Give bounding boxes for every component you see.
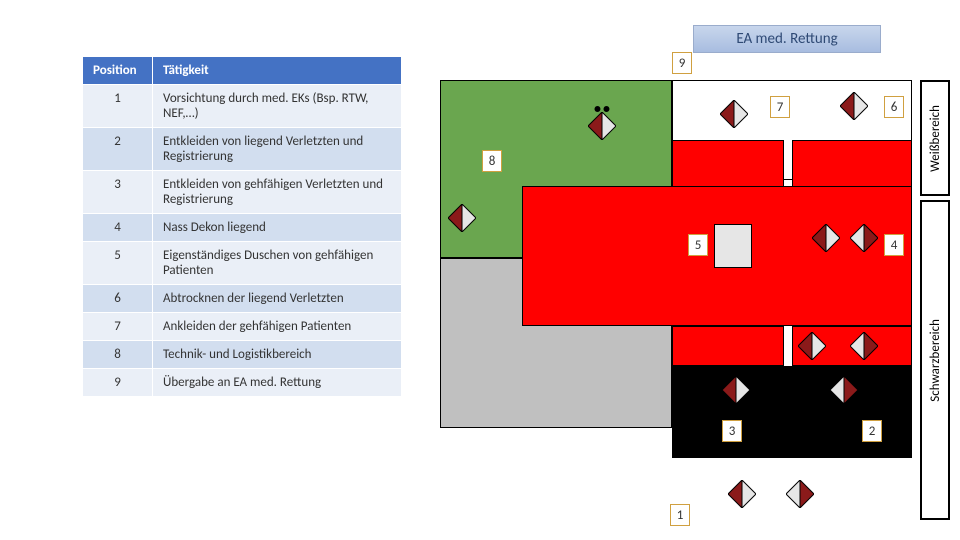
person-marker-icon xyxy=(448,204,476,232)
table-row: 3Entkleiden von gehfähigen Verletzten un… xyxy=(83,171,402,214)
eyes-icon: •• xyxy=(594,100,612,117)
col-activity: Tätigkeit xyxy=(153,57,402,85)
position-number-2: 2 xyxy=(862,420,882,442)
person-marker-icon xyxy=(812,224,840,252)
table-row: 6Abtrocknen der liegend Verletzten xyxy=(83,285,402,313)
red-left-top xyxy=(672,140,784,188)
white-box-5 xyxy=(714,224,752,268)
position-number-8: 8 xyxy=(482,150,502,172)
person-marker-icon xyxy=(798,332,826,360)
table-row: 1Vorsichtung durch med. EKs (Bsp. RTW, N… xyxy=(83,85,402,128)
schwarzbereich-label: Schwarzbereich xyxy=(920,200,950,520)
red-left-bot xyxy=(672,326,784,366)
table-row: 2Entkleiden von liegend Verletzten und R… xyxy=(83,128,402,171)
person-marker-icon xyxy=(728,480,756,508)
person-marker-icon xyxy=(722,376,750,404)
ea-header: EA med. Rettung xyxy=(693,25,881,53)
black-area xyxy=(672,366,912,458)
position-number-9: 9 xyxy=(672,52,692,74)
person-marker-icon xyxy=(720,100,748,128)
position-number-3: 3 xyxy=(722,420,742,442)
position-number-7: 7 xyxy=(770,96,790,118)
ea-header-label: EA med. Rettung xyxy=(736,30,837,48)
table-row: 4Nass Dekon liegend xyxy=(83,214,402,242)
person-marker-icon xyxy=(850,224,878,252)
table-row: 5Eigenständiges Duschen von gehfähigen P… xyxy=(83,242,402,285)
weissbereich-label: Weißbereich xyxy=(920,80,950,196)
person-marker-icon xyxy=(840,92,868,120)
table-row: 7Ankleiden der gehfähigen Patienten xyxy=(83,313,402,341)
person-marker-icon xyxy=(850,332,878,360)
position-number-5: 5 xyxy=(688,234,708,256)
col-position: Position xyxy=(83,57,153,85)
position-table: Position Tätigkeit 1Vorsichtung durch me… xyxy=(82,56,402,397)
position-number-1: 1 xyxy=(670,504,690,526)
layout-diagram: 987654321 •• xyxy=(440,80,920,530)
table-row: 9Übergabe an EA med. Rettung xyxy=(83,369,402,397)
person-marker-icon xyxy=(830,376,858,404)
position-number-6: 6 xyxy=(884,96,904,118)
red-right-top xyxy=(792,140,912,188)
person-marker-icon xyxy=(786,480,814,508)
position-number-4: 4 xyxy=(884,234,904,256)
table-row: 8Technik- und Logistikbereich xyxy=(83,341,402,369)
